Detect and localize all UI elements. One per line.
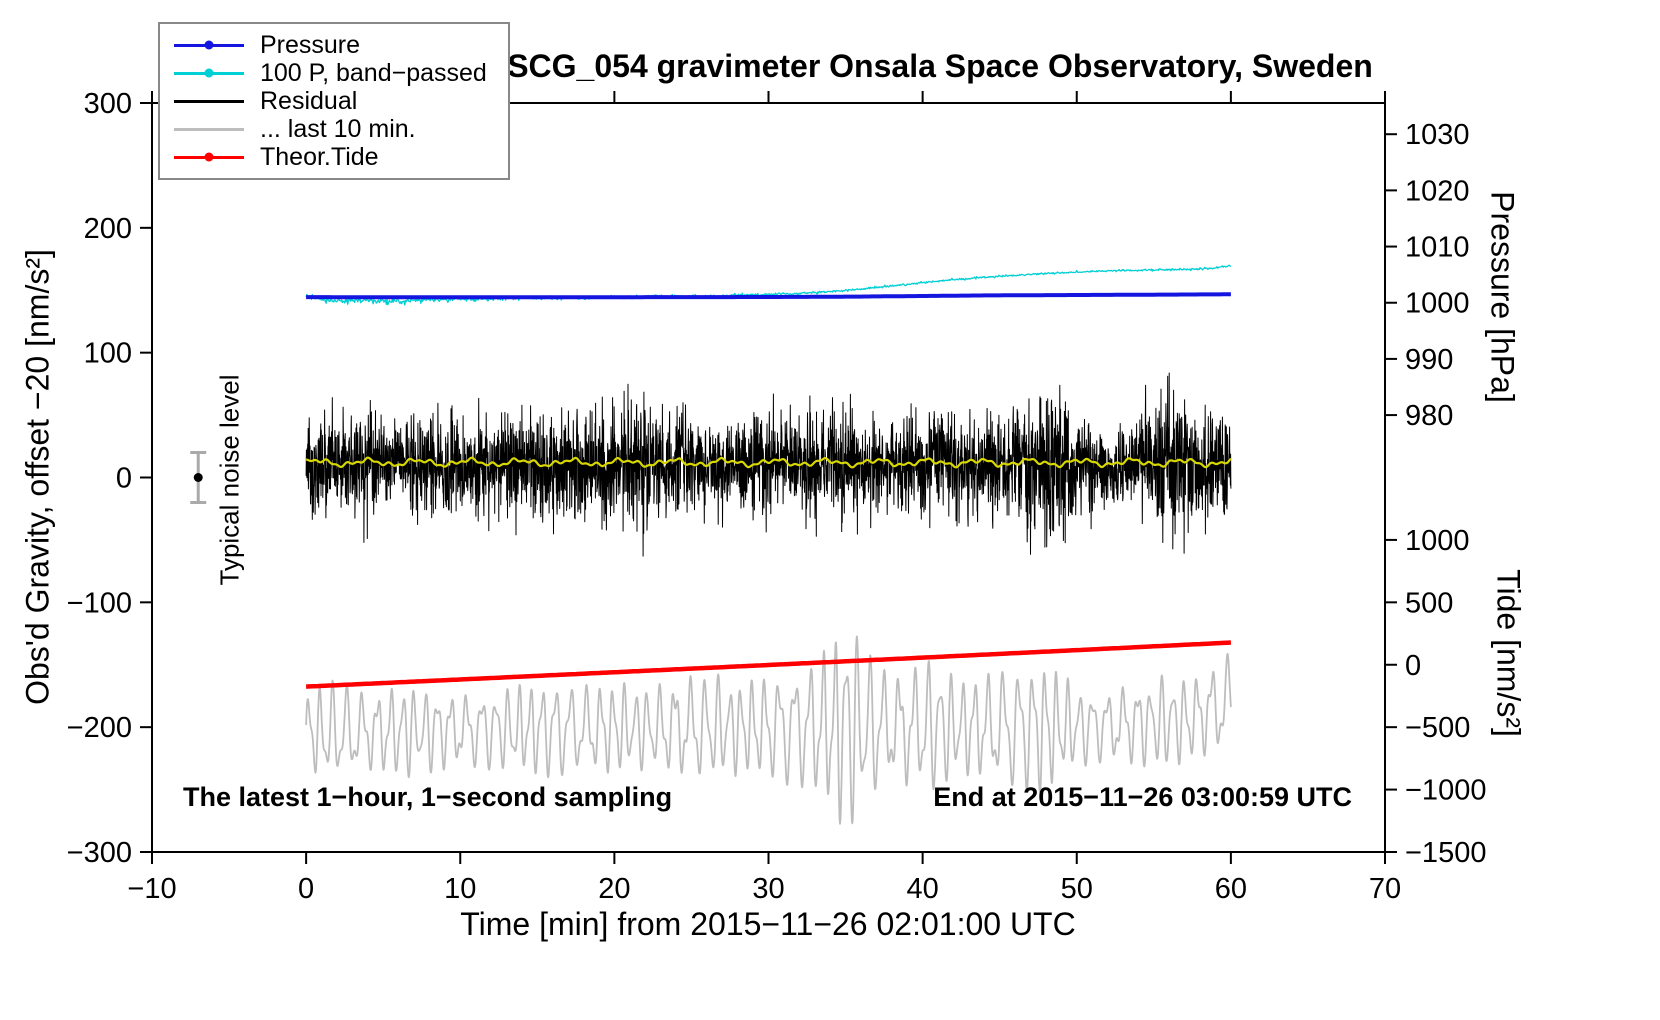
tide-tick-label: −500 bbox=[1405, 712, 1470, 744]
x-tick-label: −10 bbox=[127, 873, 176, 905]
x-tick-label: 60 bbox=[1215, 873, 1247, 905]
y-tick-label: −300 bbox=[67, 837, 132, 869]
x-tick-label: 50 bbox=[1061, 873, 1093, 905]
pressure-tick-label: 990 bbox=[1405, 344, 1453, 376]
tide-tick-label: 1000 bbox=[1405, 525, 1470, 557]
y-tick-label: 100 bbox=[84, 338, 132, 370]
x-tick-label: 20 bbox=[598, 873, 630, 905]
chart-title: SCG_054 gravimeter Onsala Space Observat… bbox=[507, 48, 1373, 84]
legend-item-bandpassed: 100 P, band−passed bbox=[160, 59, 508, 87]
legend-item-pressure: Pressure bbox=[160, 31, 508, 59]
y-tick-label: 300 bbox=[84, 88, 132, 120]
annotation-sampling: The latest 1−hour, 1−second sampling bbox=[183, 782, 673, 812]
legend-item-residual: Residual bbox=[160, 87, 508, 115]
pressure-tick-label: 1020 bbox=[1405, 175, 1470, 207]
y-tick-label: −200 bbox=[67, 712, 132, 744]
pressure-tick-label: 1010 bbox=[1405, 232, 1470, 264]
series-theor-tide bbox=[305, 640, 1232, 689]
pressure-tick-label: 1000 bbox=[1405, 288, 1470, 320]
y-axis-label-gravity: Obs'd Gravity, offset −20 [nm/s²] bbox=[19, 249, 56, 705]
legend-label: Pressure bbox=[260, 30, 361, 59]
noise-level-marker bbox=[190, 451, 207, 504]
legend-label: Residual bbox=[260, 86, 358, 115]
legend-line-icon bbox=[174, 123, 244, 135]
legend-line-dot-icon bbox=[174, 67, 244, 79]
legend-line-dot-icon bbox=[174, 151, 244, 163]
x-tick-label: 0 bbox=[298, 873, 314, 905]
tide-tick-label: −1000 bbox=[1405, 775, 1486, 807]
legend: Pressure 100 P, band−passed Residual ...… bbox=[158, 22, 510, 180]
tide-tick-label: 0 bbox=[1405, 650, 1421, 682]
legend-item-last10: ... last 10 min. bbox=[160, 115, 508, 143]
legend-label: ... last 10 min. bbox=[260, 114, 416, 143]
annotation-end-time: End at 2015−11−26 03:00:59 UTC bbox=[933, 782, 1352, 812]
y-tick-label: −100 bbox=[67, 587, 132, 619]
x-axis-label: Time [min] from 2015−11−26 02:01:00 UTC bbox=[460, 906, 1076, 942]
series-residual-mean bbox=[305, 456, 1232, 469]
y-axis-label-tide: Tide [nm/s²] bbox=[1490, 569, 1527, 737]
x-tick-label: 30 bbox=[752, 873, 784, 905]
pressure-tick-label: 1030 bbox=[1405, 119, 1470, 151]
x-tick-label: 70 bbox=[1369, 873, 1401, 905]
tide-tick-label: −1500 bbox=[1405, 837, 1486, 869]
y-axis-label-pressure: Pressure [hPa] bbox=[1484, 191, 1521, 403]
legend-line-dot-icon bbox=[174, 39, 244, 51]
series-pressure-bandpassed bbox=[305, 264, 1232, 306]
legend-label: 100 P, band−passed bbox=[260, 58, 487, 87]
x-tick-label: 40 bbox=[906, 873, 938, 905]
series-residual-last-10-min bbox=[305, 635, 1232, 825]
y-tick-label: 200 bbox=[84, 213, 132, 245]
y-tick-label: 0 bbox=[116, 463, 132, 495]
series-pressure bbox=[306, 292, 1231, 300]
tide-tick-label: 500 bbox=[1405, 587, 1453, 619]
series-group bbox=[305, 264, 1232, 825]
series-residual bbox=[305, 372, 1232, 557]
annotation-noise-level: Typical noise level bbox=[214, 374, 245, 586]
legend-line-icon bbox=[174, 95, 244, 107]
x-tick-label: 10 bbox=[444, 873, 476, 905]
noise-level-dot-icon bbox=[193, 473, 203, 482]
legend-label: Theor.Tide bbox=[260, 142, 379, 171]
legend-item-theor-tide: Theor.Tide bbox=[160, 143, 508, 171]
pressure-tick-label: 980 bbox=[1405, 400, 1453, 432]
